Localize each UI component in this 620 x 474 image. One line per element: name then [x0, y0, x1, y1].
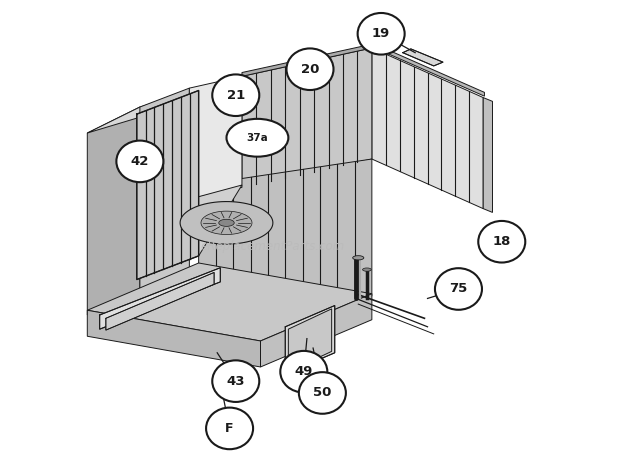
Ellipse shape — [435, 268, 482, 310]
Text: 75: 75 — [450, 283, 467, 295]
Polygon shape — [87, 310, 260, 367]
Polygon shape — [198, 159, 372, 322]
Ellipse shape — [212, 360, 259, 402]
Ellipse shape — [219, 219, 234, 227]
Ellipse shape — [280, 351, 327, 392]
Polygon shape — [189, 76, 242, 199]
Polygon shape — [483, 98, 492, 212]
Polygon shape — [260, 294, 372, 367]
Polygon shape — [106, 273, 214, 330]
Polygon shape — [140, 185, 242, 270]
Polygon shape — [100, 268, 220, 329]
Ellipse shape — [206, 408, 253, 449]
Ellipse shape — [358, 13, 405, 55]
Text: 42: 42 — [131, 155, 149, 168]
Text: F: F — [225, 422, 234, 435]
Ellipse shape — [299, 372, 346, 414]
Polygon shape — [285, 306, 335, 374]
Text: eReplacementParts.com: eReplacementParts.com — [201, 240, 345, 253]
Text: 18: 18 — [492, 235, 511, 248]
Ellipse shape — [478, 221, 525, 263]
Polygon shape — [87, 107, 140, 315]
Polygon shape — [201, 211, 252, 235]
Ellipse shape — [212, 74, 259, 116]
Ellipse shape — [286, 48, 334, 90]
Polygon shape — [242, 48, 372, 187]
Text: 49: 49 — [294, 365, 313, 378]
Text: 37a: 37a — [247, 133, 268, 143]
Ellipse shape — [353, 255, 364, 260]
Text: 20: 20 — [301, 63, 319, 76]
Polygon shape — [137, 91, 198, 280]
Text: 50: 50 — [313, 386, 332, 400]
Ellipse shape — [226, 119, 288, 156]
Polygon shape — [288, 309, 332, 372]
Ellipse shape — [117, 141, 164, 182]
Text: 19: 19 — [372, 27, 390, 40]
Ellipse shape — [363, 268, 371, 271]
Polygon shape — [87, 76, 242, 133]
Polygon shape — [140, 88, 189, 289]
Polygon shape — [403, 49, 443, 66]
Polygon shape — [371, 42, 484, 96]
Polygon shape — [180, 201, 273, 244]
Polygon shape — [372, 48, 483, 209]
Text: 43: 43 — [226, 374, 245, 388]
Text: 21: 21 — [227, 89, 245, 102]
Polygon shape — [87, 263, 372, 341]
Polygon shape — [242, 44, 372, 76]
